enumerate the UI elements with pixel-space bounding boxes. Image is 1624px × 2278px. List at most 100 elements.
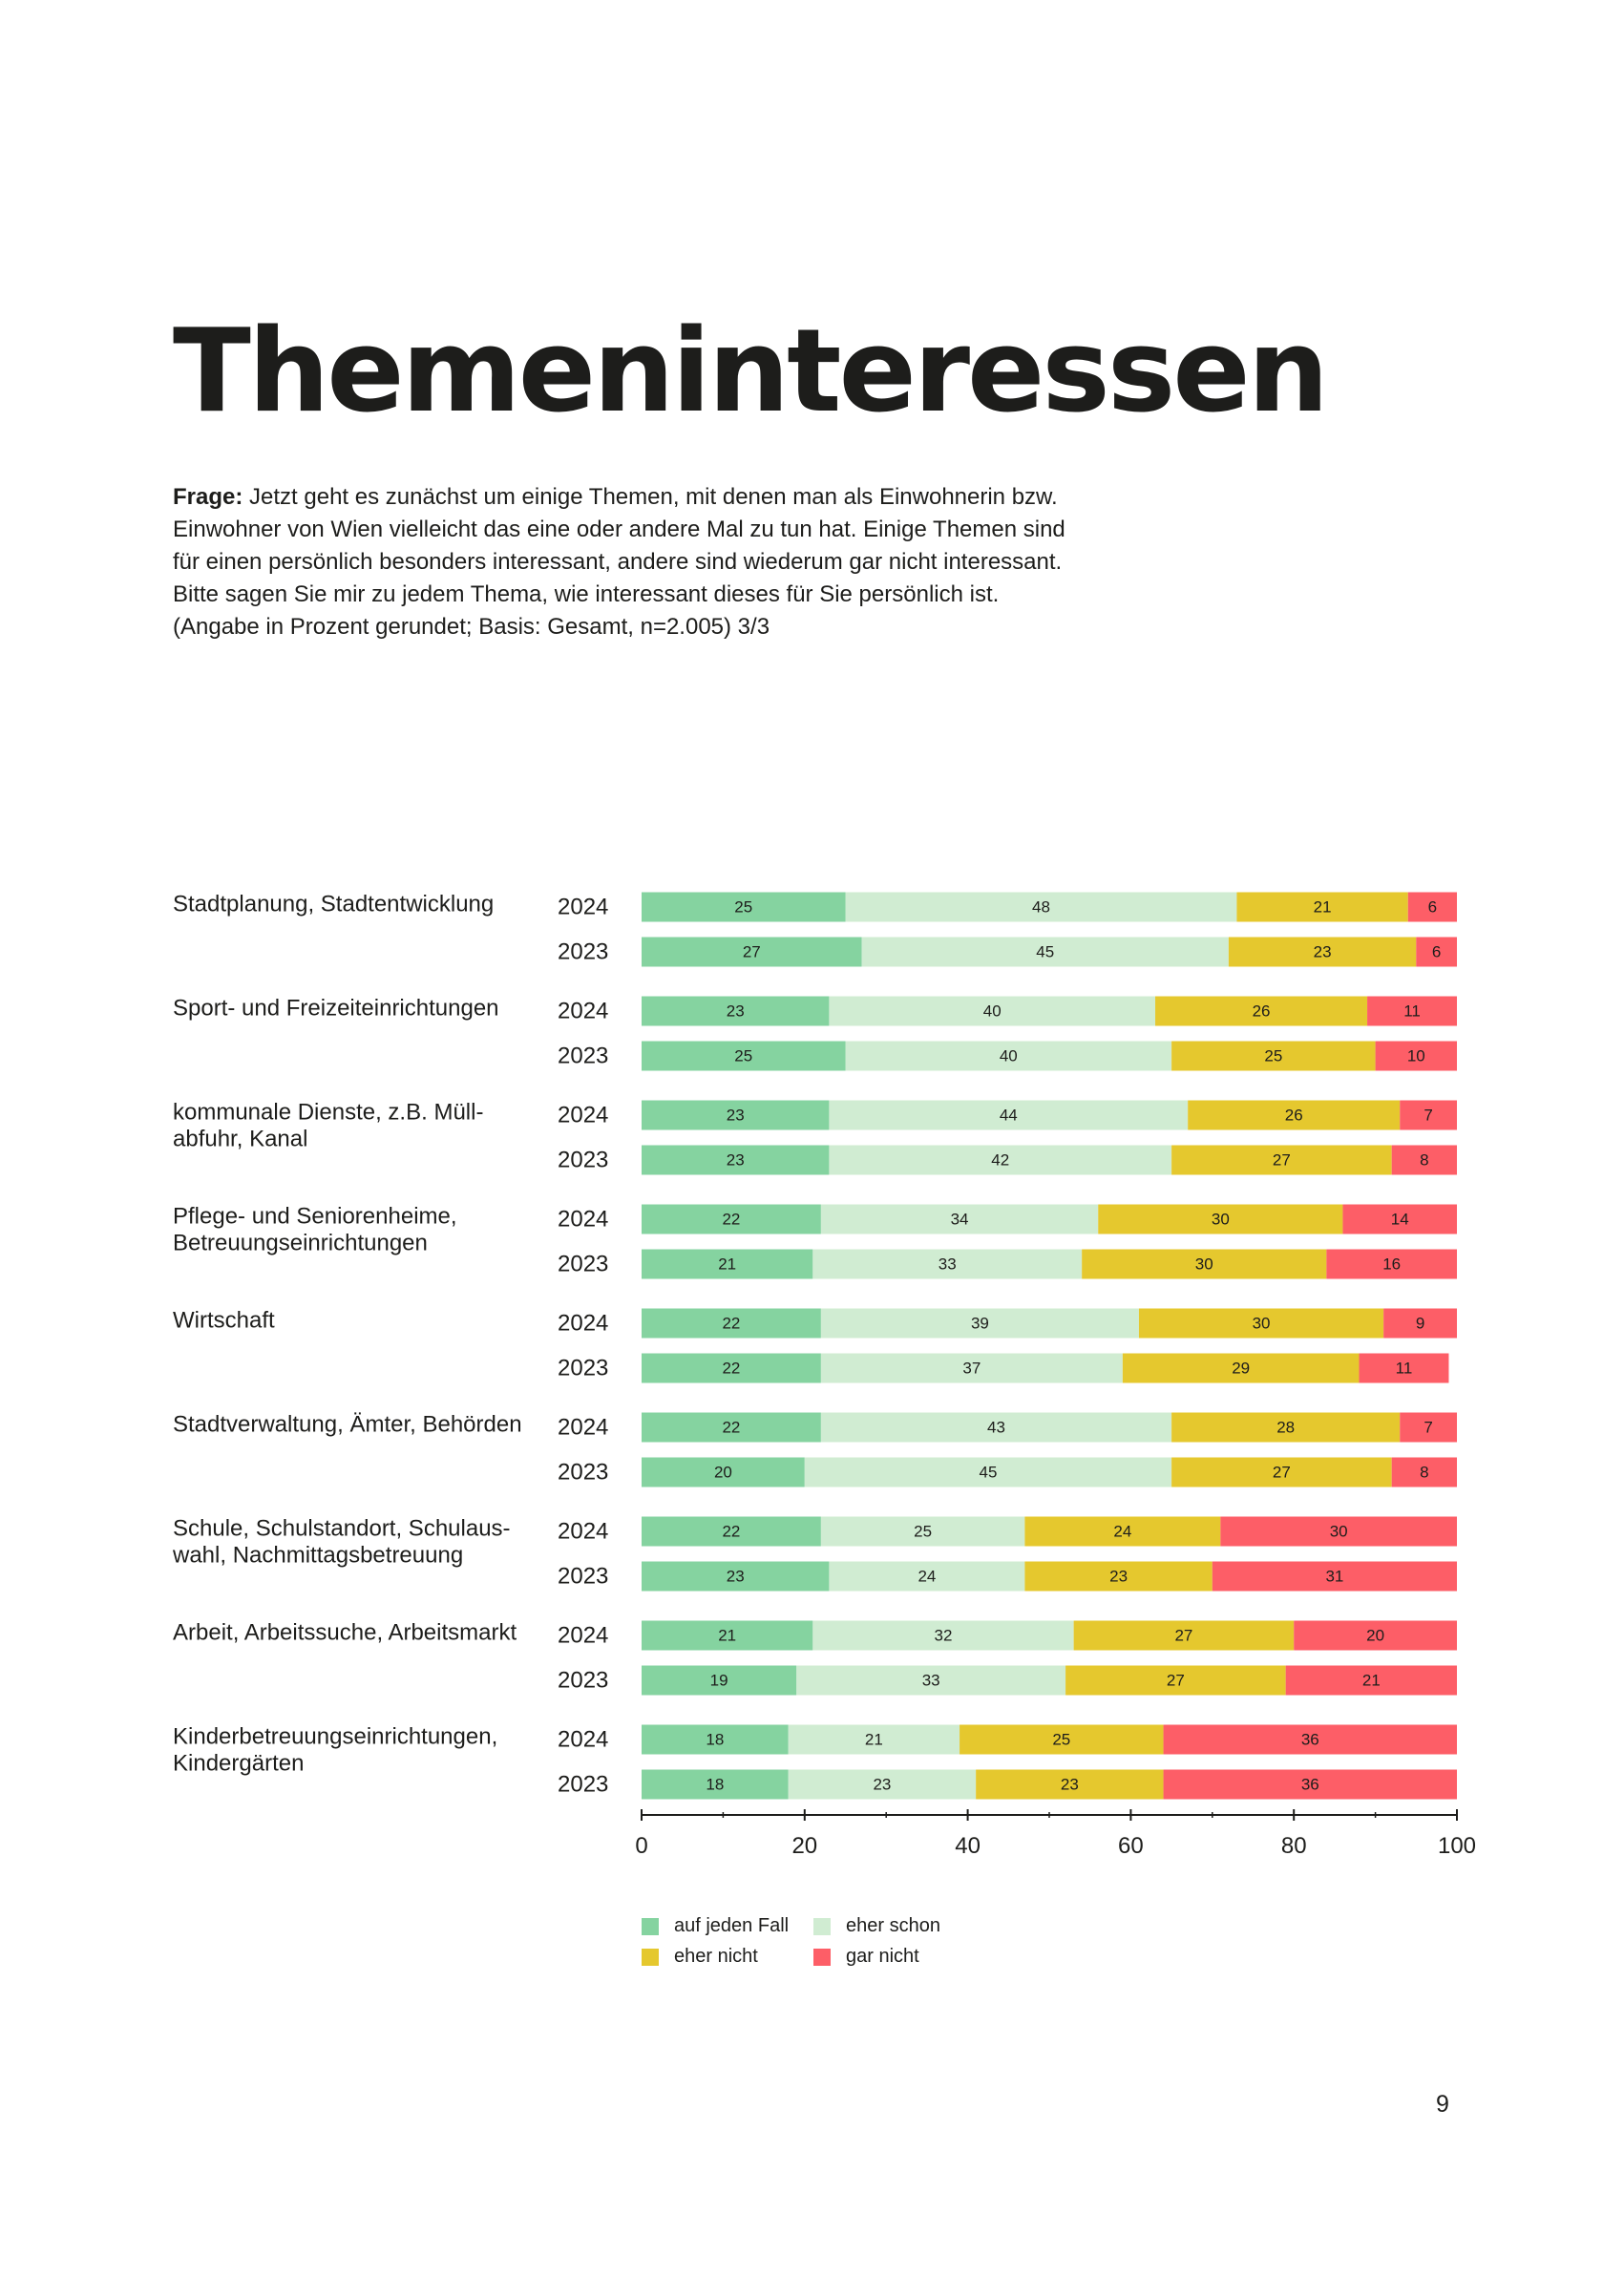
data-label: 25 bbox=[734, 897, 752, 916]
x-tick-label: 80 bbox=[1281, 1833, 1307, 1859]
data-label: 22 bbox=[722, 1418, 740, 1436]
data-label: 27 bbox=[1273, 1150, 1291, 1169]
bar-segment-auf-jeden-fall bbox=[642, 1620, 813, 1651]
category-label: Schule, Schulstandort, Schulaus- bbox=[173, 1515, 511, 1541]
category-label: kommunale Dienste, z.B. Müll- bbox=[173, 1099, 483, 1125]
bar-segment-eher-schon bbox=[829, 996, 1156, 1026]
data-label: 25 bbox=[734, 1046, 752, 1065]
data-label: 25 bbox=[914, 1522, 932, 1540]
bar-segment-eher-nicht bbox=[1171, 1412, 1401, 1443]
data-label: 7 bbox=[1424, 1418, 1432, 1436]
bar-segment-eher-schon bbox=[820, 1516, 1025, 1547]
data-label: 19 bbox=[710, 1671, 728, 1689]
data-label: 23 bbox=[1061, 1775, 1079, 1793]
bar-segment-gar-nicht bbox=[1285, 1665, 1457, 1696]
bar-segment-eher-nicht bbox=[1073, 1620, 1295, 1651]
category-label: Kindergärten bbox=[173, 1750, 304, 1776]
bar-segment-auf-jeden-fall bbox=[642, 1308, 821, 1339]
category-label: wahl, Nachmittagsbetreuung bbox=[172, 1542, 463, 1568]
data-label: 29 bbox=[1232, 1359, 1250, 1377]
category-label: Stadtverwaltung, Ämter, Behörden bbox=[173, 1411, 522, 1437]
bar-segment-eher-schon bbox=[804, 1457, 1172, 1487]
category-label: Sport- und Freizeiteinrichtungen bbox=[173, 995, 499, 1021]
data-label: 22 bbox=[722, 1210, 740, 1228]
data-label: 30 bbox=[1330, 1522, 1348, 1540]
bar-segment-eher-nicht bbox=[1082, 1249, 1327, 1279]
bar-segment-eher-nicht bbox=[1024, 1561, 1213, 1592]
legend-label: auf jeden Fall bbox=[674, 1915, 790, 1936]
x-tick-label: 20 bbox=[791, 1833, 817, 1859]
data-label: 22 bbox=[722, 1314, 740, 1332]
bar-segment-eher-schon bbox=[845, 892, 1237, 922]
data-label: 23 bbox=[1109, 1567, 1128, 1585]
page-title: Themeninteressen bbox=[173, 306, 1329, 438]
year-label: 2024 bbox=[558, 894, 608, 919]
data-label: 48 bbox=[1032, 897, 1050, 916]
bar-segment-gar-nicht bbox=[1391, 1145, 1457, 1175]
year-label: 2024 bbox=[558, 1726, 608, 1752]
data-label: 27 bbox=[1273, 1463, 1291, 1481]
chart-legend: auf jeden Fall eher schon eher nicht gar… bbox=[642, 1916, 1023, 1977]
bar-segment-auf-jeden-fall bbox=[642, 996, 830, 1026]
x-tick-label: 60 bbox=[1118, 1833, 1144, 1859]
bar-segment-gar-nicht bbox=[1163, 1724, 1457, 1755]
data-label: 44 bbox=[1000, 1106, 1018, 1124]
data-label: 33 bbox=[922, 1671, 940, 1689]
data-label: 22 bbox=[722, 1522, 740, 1540]
bar-segment-auf-jeden-fall bbox=[642, 1412, 821, 1443]
bar-segment-eher-nicht bbox=[976, 1769, 1164, 1800]
bar-segment-eher-nicht bbox=[1065, 1665, 1286, 1696]
year-label: 2024 bbox=[558, 1518, 608, 1544]
data-label: 40 bbox=[983, 1002, 1002, 1020]
bar-segment-gar-nicht bbox=[1383, 1308, 1457, 1339]
bar-segment-eher-nicht bbox=[1024, 1516, 1221, 1547]
bar-segment-auf-jeden-fall bbox=[642, 1353, 821, 1383]
data-label: 36 bbox=[1301, 1730, 1319, 1748]
bar-segment-eher-nicht bbox=[1122, 1353, 1360, 1383]
bar-segment-gar-nicht bbox=[1212, 1561, 1457, 1592]
bar-segment-gar-nicht bbox=[1163, 1769, 1457, 1800]
year-label: 2024 bbox=[558, 1414, 608, 1440]
data-label: 23 bbox=[727, 1002, 745, 1020]
year-label: 2023 bbox=[558, 1043, 608, 1068]
data-label: 21 bbox=[718, 1626, 736, 1644]
category-label: Wirtschaft bbox=[173, 1307, 275, 1333]
category-label: Pflege- und Seniorenheime, bbox=[173, 1203, 457, 1229]
bar-segment-eher-nicht bbox=[1155, 996, 1368, 1026]
data-label: 34 bbox=[951, 1210, 969, 1228]
bar-segment-eher-schon bbox=[820, 1204, 1099, 1234]
data-label: 39 bbox=[971, 1314, 989, 1332]
bar-segment-gar-nicht bbox=[1294, 1620, 1457, 1651]
bar-segment-gar-nicht bbox=[1400, 1100, 1457, 1130]
data-label: 27 bbox=[743, 942, 761, 960]
data-label: 21 bbox=[1362, 1671, 1381, 1689]
data-label: 28 bbox=[1276, 1418, 1295, 1436]
bar-segment-gar-nicht bbox=[1400, 1412, 1457, 1443]
bar-segment-gar-nicht bbox=[1407, 892, 1457, 922]
bar-segment-auf-jeden-fall bbox=[642, 1516, 821, 1547]
legend-label: eher nicht bbox=[674, 1946, 758, 1967]
question-line: (Angabe in Prozent gerundet; Basis: Gesa… bbox=[173, 614, 770, 640]
bar-segment-eher-schon bbox=[861, 937, 1229, 967]
bar-segment-auf-jeden-fall bbox=[642, 1204, 821, 1234]
data-label: 9 bbox=[1416, 1314, 1424, 1332]
data-label: 21 bbox=[1314, 897, 1332, 916]
data-label: 23 bbox=[1314, 942, 1332, 960]
bar-segment-auf-jeden-fall bbox=[642, 1249, 813, 1279]
data-label: 6 bbox=[1428, 897, 1437, 916]
bar-segment-eher-schon bbox=[845, 1041, 1172, 1071]
bar-segment-gar-nicht bbox=[1391, 1457, 1457, 1487]
year-label: 2023 bbox=[558, 1563, 608, 1589]
year-label: 2023 bbox=[558, 1667, 608, 1693]
bar-segment-auf-jeden-fall bbox=[642, 1769, 789, 1800]
data-label: 18 bbox=[706, 1730, 724, 1748]
question-line: für einen persönlich besonders interessa… bbox=[173, 549, 1063, 575]
data-label: 32 bbox=[935, 1626, 953, 1644]
page-number: 9 bbox=[1436, 2091, 1449, 2118]
data-label: 8 bbox=[1420, 1150, 1428, 1169]
bar-segment-auf-jeden-fall bbox=[642, 1724, 789, 1755]
year-label: 2024 bbox=[558, 998, 608, 1023]
question-line-text: Jetzt geht es zunächst um einige Themen,… bbox=[249, 484, 1058, 510]
data-label: 43 bbox=[987, 1418, 1005, 1436]
data-label: 24 bbox=[917, 1567, 936, 1585]
